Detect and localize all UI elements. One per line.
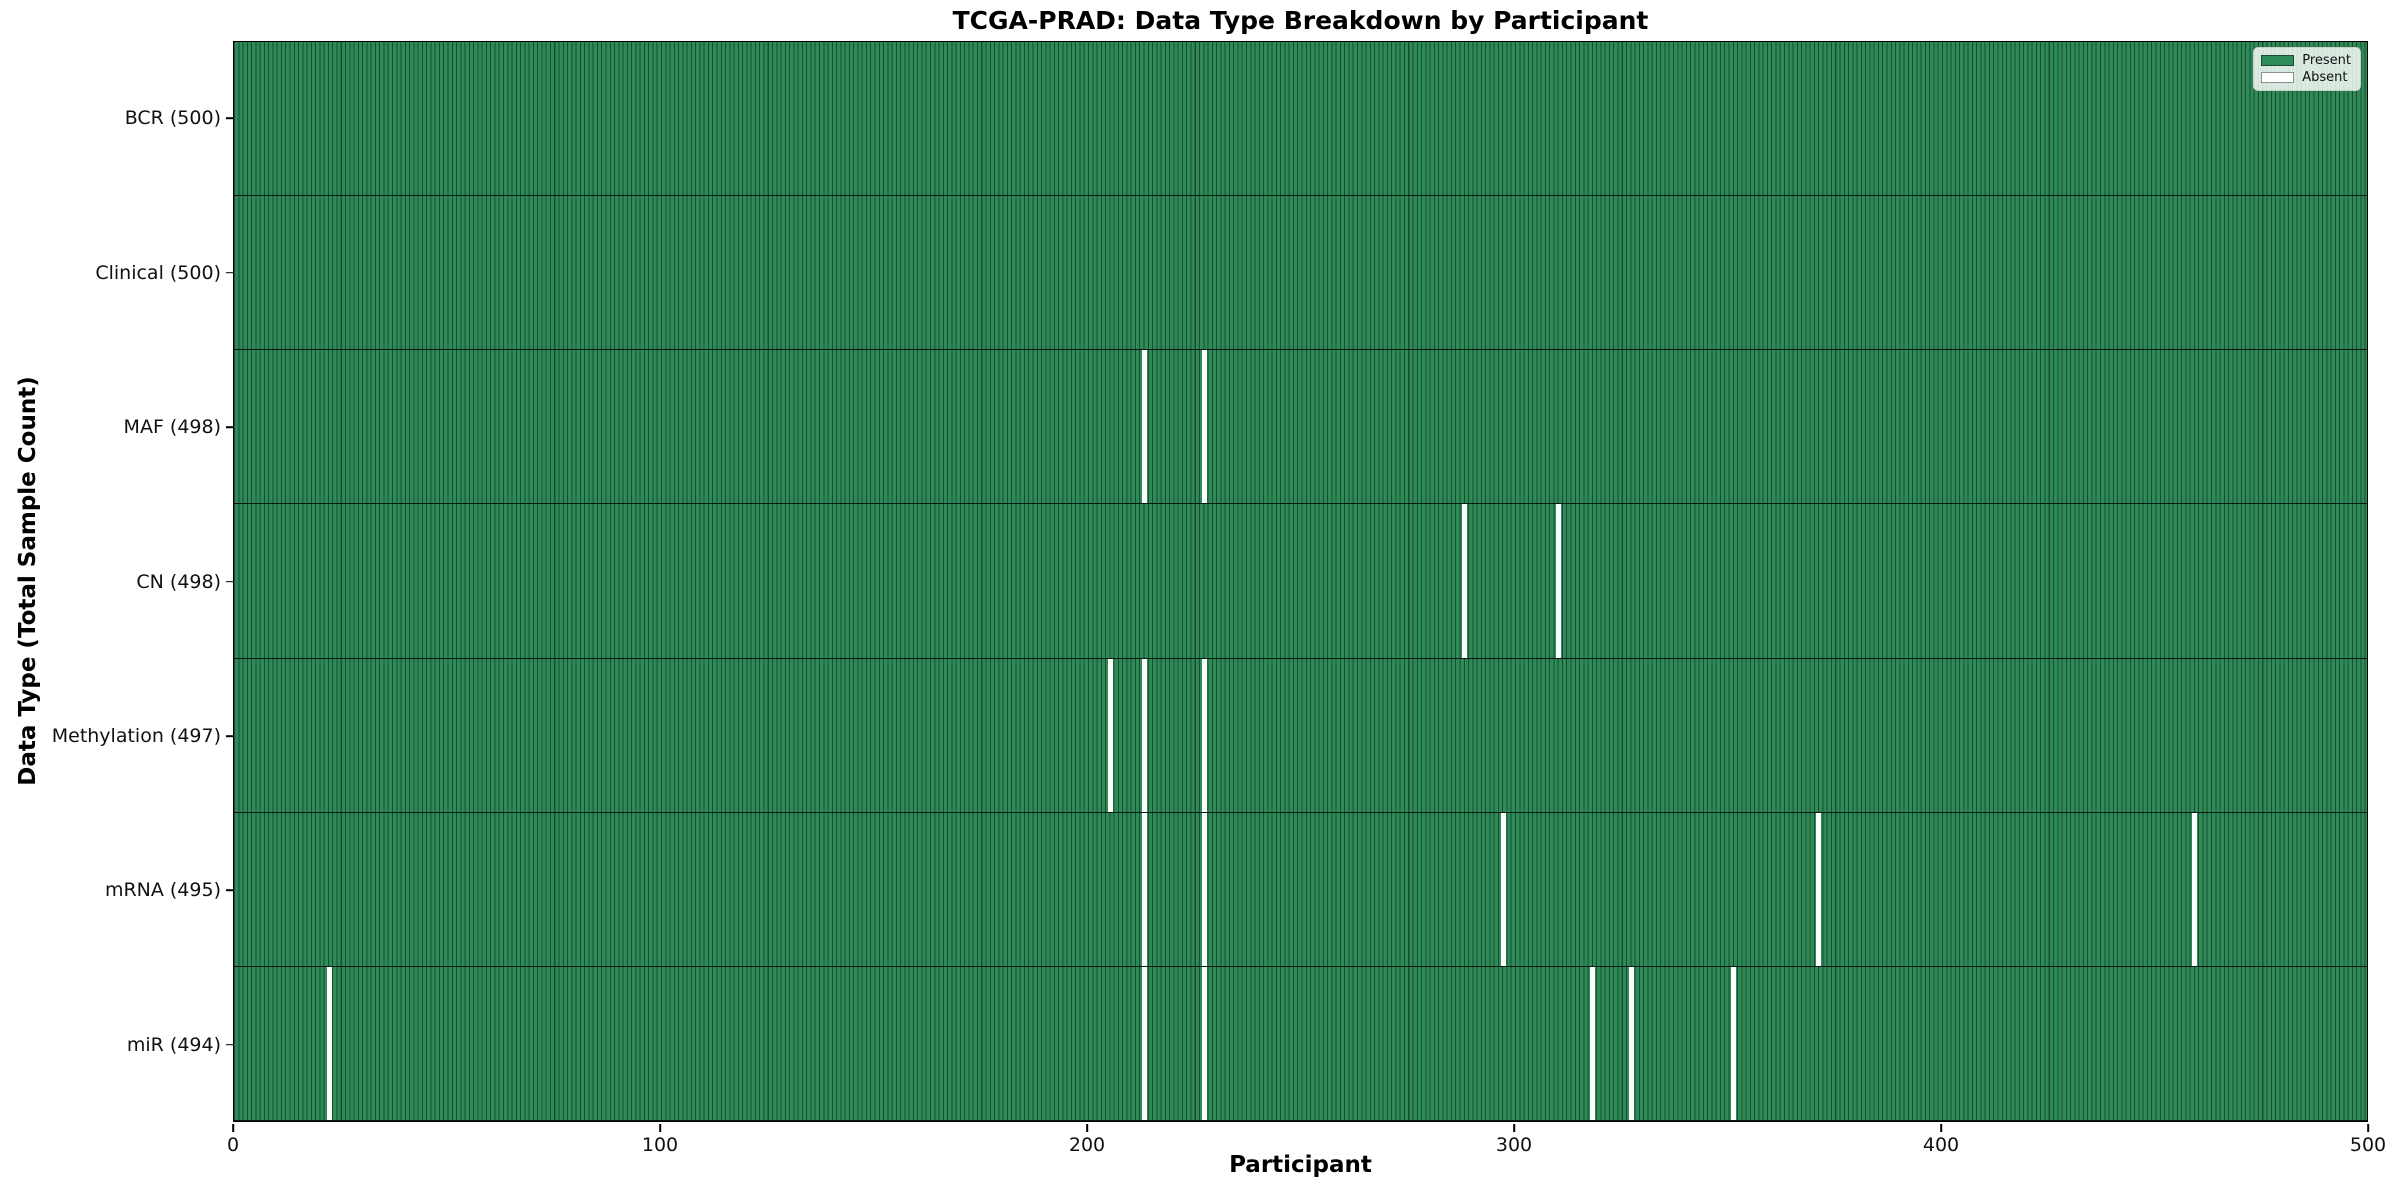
y-tick-mark [226, 580, 233, 583]
y-tick-label: BCR (500) [124, 107, 221, 130]
absent-marker [1628, 966, 1634, 1120]
absent-marker [1816, 812, 1822, 966]
y-tick-label: MAF (498) [123, 416, 221, 439]
y-tick-label: Clinical (500) [95, 261, 221, 284]
plot-area: Present Absent [233, 41, 2368, 1122]
x-tick-mark [2367, 1123, 2369, 1132]
data-row-Methylation [234, 658, 2367, 813]
absent-marker [1142, 658, 1148, 812]
y-tick-label: mRNA (495) [104, 879, 221, 902]
absent-marker [1462, 504, 1468, 658]
x-tick-label: 300 [1495, 1134, 1533, 1156]
absent-marker [1201, 350, 1207, 504]
x-tick-mark [1940, 1123, 1942, 1132]
absent-marker [1201, 966, 1207, 1120]
x-tick-mark [1086, 1123, 1088, 1132]
legend-entry-present: Present [2261, 54, 2351, 67]
legend: Present Absent [2253, 47, 2361, 91]
absent-marker [1556, 504, 1562, 658]
absent-marker [327, 966, 333, 1120]
legend-label: Present [2302, 53, 2351, 68]
y-tick-mark [226, 1043, 233, 1046]
absent-marker [1500, 812, 1506, 966]
x-tick-mark [659, 1123, 661, 1132]
legend-entry-absent: Absent [2261, 71, 2351, 84]
y-tick-mark [226, 117, 233, 119]
y-tick-label: miR (494) [126, 1033, 221, 1056]
absent-marker [1201, 812, 1207, 966]
y-tick-mark [226, 735, 233, 737]
x-tick-label: 400 [1922, 1134, 1960, 1156]
data-row-MAF [234, 350, 2367, 505]
y-axis-tick-marks [226, 41, 233, 1122]
x-tick-label: 500 [2349, 1134, 2387, 1156]
x-tick-label: 200 [1068, 1134, 1106, 1156]
data-row-BCR [234, 42, 2367, 197]
chart-title: TCGA-PRAD: Data Type Breakdown by Partic… [952, 6, 1649, 35]
absent-marker [1108, 658, 1114, 812]
y-tick-mark [226, 889, 233, 892]
legend-label: Absent [2302, 70, 2348, 85]
x-tick-mark [232, 1123, 234, 1132]
x-tick-label: 0 [226, 1134, 240, 1156]
absent-marker [1201, 658, 1207, 812]
absent-swatch [2261, 72, 2295, 83]
y-tick-label: Methylation (497) [51, 724, 221, 747]
y-tick-mark [226, 426, 233, 428]
x-axis-tick-labels: 0 100 200 300 400 500 [227, 1122, 2386, 1182]
y-tick-mark [226, 271, 233, 274]
absent-marker [1142, 350, 1148, 504]
x-tick-mark [1513, 1123, 1515, 1132]
y-tick-label: CN (498) [136, 570, 221, 593]
absent-marker [2191, 812, 2197, 966]
data-row-Clinical [234, 196, 2367, 351]
x-axis-title: Participant [1229, 1152, 1372, 1178]
data-row-miR [234, 966, 2367, 1121]
absent-marker [1142, 966, 1148, 1120]
absent-marker [1590, 966, 1596, 1120]
x-tick-label: 100 [641, 1134, 679, 1156]
absent-marker [1142, 812, 1148, 966]
present-swatch [2261, 55, 2295, 66]
data-row-CN [234, 504, 2367, 659]
absent-marker [1730, 966, 1736, 1120]
data-row-mRNA [234, 812, 2367, 967]
y-axis-tick-labels: BCR (500) Clinical (500) MAF (498) CN (498)… [0, 41, 221, 1122]
